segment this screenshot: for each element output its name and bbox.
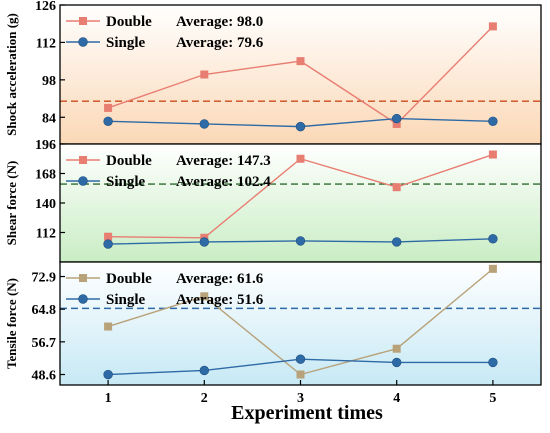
panel-3: Double Average: 61.6 Single Average: 51.6 48…	[4, 261, 542, 386]
y-tick-label: 196	[35, 138, 56, 153]
y-tick-label: 168	[35, 168, 56, 183]
data-point	[488, 234, 498, 244]
legend-label: Double	[106, 153, 152, 169]
x-tick-label: 4	[393, 391, 400, 406]
data-point	[104, 103, 113, 112]
panel-background	[60, 262, 541, 385]
data-point	[103, 239, 113, 249]
data-point	[392, 119, 401, 128]
data-point	[200, 70, 209, 79]
legend-label: Single	[106, 174, 146, 190]
legend-average: Average: 147.3	[176, 153, 271, 169]
legend-label: Double	[106, 271, 152, 287]
data-point	[199, 237, 210, 247]
data-point	[104, 232, 113, 241]
legend-marker	[78, 294, 88, 304]
y-tick-label: 48.6	[32, 369, 57, 384]
data-point	[103, 369, 113, 380]
data-point	[392, 237, 402, 247]
data-point	[296, 370, 305, 379]
legend-average: Average: 102.4	[176, 174, 271, 190]
data-point	[296, 57, 305, 66]
series-single	[103, 354, 498, 380]
data-point	[295, 121, 306, 132]
legend-average: Average: 51.6	[176, 292, 264, 308]
y-tick-label: 126	[35, 0, 56, 14]
y-axis-label: Shock acceleration (g)	[4, 13, 19, 136]
x-axis: 1 2 3 4 5	[105, 380, 496, 406]
data-point	[200, 292, 209, 301]
y-tick-label: 84	[42, 111, 56, 126]
y-axis-label: Shear force (N)	[4, 161, 19, 246]
legend-marker	[79, 274, 87, 282]
y-tick-label: 140	[35, 197, 56, 212]
data-point	[295, 354, 306, 364]
y-axis-label: Tensile force (N)	[4, 278, 19, 369]
chart-panels: Double Average: 98.0 Single Average: 79.6 84…	[4, 0, 542, 386]
legend-entry-single: Single Average: 79.6	[66, 35, 264, 51]
x-tick-label: 2	[201, 391, 208, 406]
legend-marker	[79, 17, 87, 25]
data-point	[392, 357, 402, 368]
legend-marker	[78, 176, 88, 186]
data-point	[488, 150, 497, 159]
legend-marker	[79, 156, 87, 164]
legend-entry-single: Single Average: 51.6	[66, 292, 264, 308]
series-single	[103, 234, 498, 249]
legend-label: Double	[106, 14, 152, 30]
x-tick-label: 1	[105, 391, 112, 406]
legend-label: Single	[106, 35, 146, 51]
data-point	[103, 116, 113, 126]
legend-average: Average: 98.0	[176, 14, 263, 30]
y-tick-label: 98	[42, 74, 56, 89]
legend-entry-double: Double Average: 98.0	[66, 14, 263, 30]
legend-marker	[78, 37, 88, 47]
series-double	[104, 22, 497, 128]
legend-entry-single: Single Average: 102.4	[66, 174, 271, 190]
data-point	[392, 113, 402, 124]
data-point	[488, 116, 498, 126]
series-double	[104, 264, 497, 379]
data-point	[392, 344, 401, 353]
x-tick-label: 5	[489, 391, 496, 406]
y-tick-label: 64.8	[32, 303, 57, 318]
data-point	[392, 183, 401, 192]
x-axis-label: Experiment times	[231, 402, 383, 424]
x-tick-label: 3	[297, 391, 304, 406]
panel-2: Double Average: 147.3 Single Average: 102.4…	[4, 138, 542, 263]
data-point	[488, 357, 498, 368]
y-tick-label: 112	[36, 36, 56, 51]
data-point	[488, 264, 497, 273]
legend-entry-double: Double Average: 147.3	[66, 153, 271, 169]
series-single	[103, 113, 498, 132]
data-point	[295, 236, 306, 246]
legend-label: Single	[106, 292, 146, 308]
legend-entry-double: Double Average: 61.6	[66, 271, 264, 287]
data-point	[104, 322, 113, 331]
data-point	[199, 119, 210, 129]
data-point	[296, 154, 305, 163]
data-point	[199, 365, 210, 376]
y-tick-label: 72.9	[32, 271, 57, 286]
y-tick-label: 112	[36, 227, 56, 242]
y-tick-label: 56.7	[32, 336, 57, 351]
panel-1: Double Average: 98.0 Single Average: 79.6 84…	[4, 0, 542, 145]
legend-average: Average: 61.6	[176, 271, 264, 287]
legend-average: Average: 79.6	[176, 35, 264, 51]
data-point	[488, 22, 497, 31]
